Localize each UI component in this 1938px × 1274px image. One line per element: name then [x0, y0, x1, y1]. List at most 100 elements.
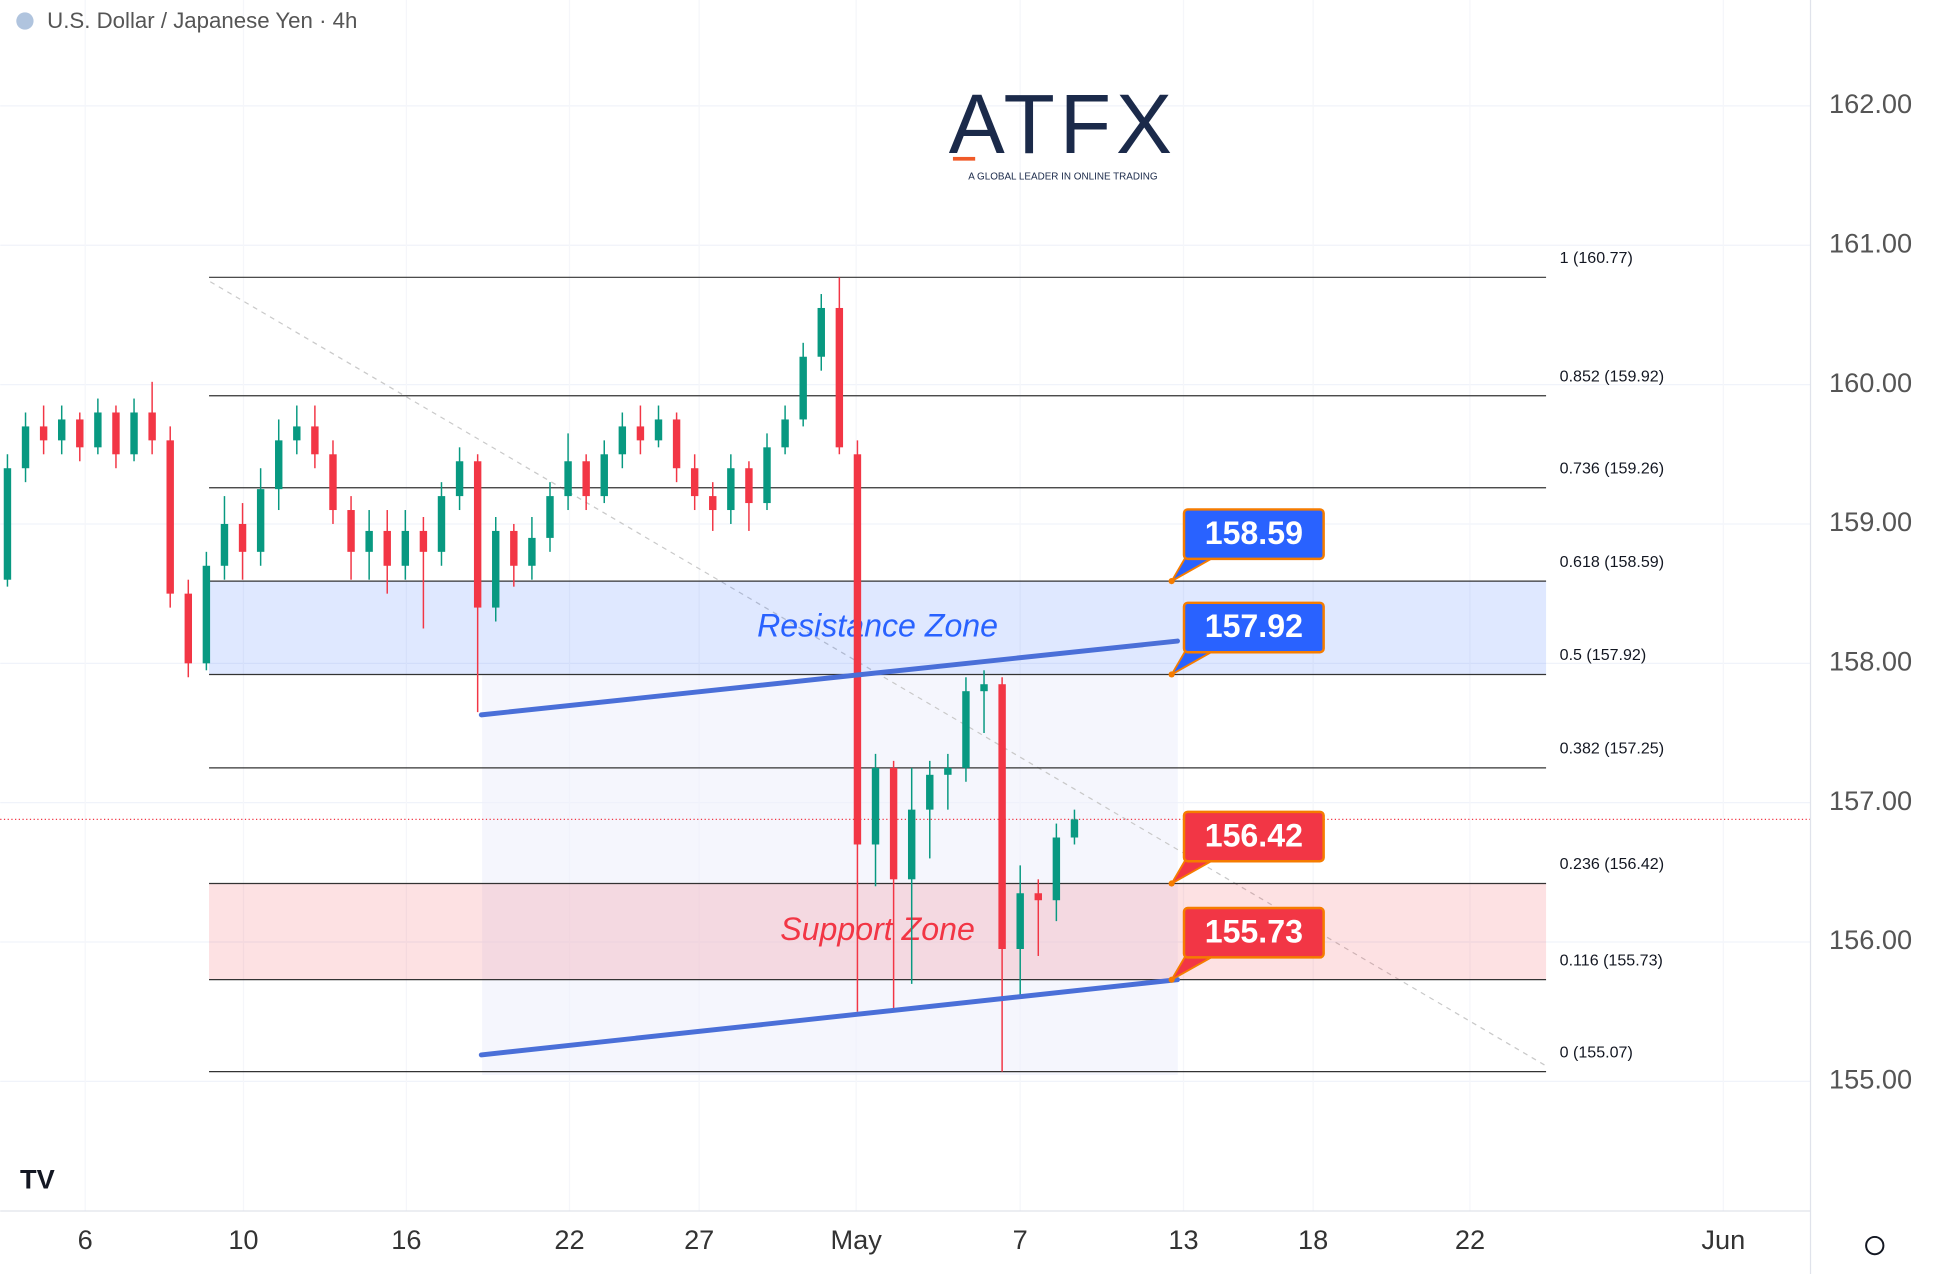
candle-body: [401, 530, 410, 566]
zone-label: Resistance Zone: [757, 607, 998, 643]
candle-body: [329, 454, 337, 511]
candle-body: [907, 809, 916, 880]
candle-body: [672, 419, 681, 469]
candle-body: [727, 468, 735, 511]
candle-body: [275, 440, 283, 490]
x-tick-label: 18: [1298, 1224, 1328, 1255]
candle-body: [184, 593, 193, 664]
candle-body: [709, 496, 717, 511]
trendline: [478, 638, 1181, 718]
callout-anchor: [1168, 880, 1175, 887]
callout-box: [1182, 810, 1325, 863]
candle-body: [94, 412, 102, 448]
candle-body: [166, 440, 174, 594]
fib-label: 1 (160.77): [1560, 249, 1633, 267]
candle-body: [220, 523, 229, 566]
trendline: [478, 977, 1181, 1058]
candle-body: [130, 412, 138, 455]
callout-label: 158.59: [1205, 515, 1303, 551]
callout-anchor: [1168, 671, 1175, 678]
y-tick-label: 157.00: [1829, 785, 1912, 816]
y-tick-label: 156.00: [1829, 924, 1912, 955]
candle-body: [690, 468, 699, 497]
settings-icon[interactable]: [1865, 1235, 1885, 1256]
callout-label: 155.73: [1205, 913, 1303, 949]
fib-label: 0.736 (159.26): [1560, 459, 1664, 477]
candle-body: [419, 530, 428, 552]
candle-body: [618, 426, 627, 455]
candle-body: [636, 426, 645, 441]
drawing-layer: Resistance Zone Support Zone 1 (160.77) 0.8…: [0, 249, 1811, 1073]
x-tick-label: 7: [1013, 1224, 1028, 1255]
candle-body: [383, 530, 391, 566]
candle-body: [546, 496, 554, 538]
candle-body: [437, 496, 446, 552]
zone-label: Support Zone: [780, 911, 975, 947]
candle-body: [365, 530, 373, 552]
y-tick-label: 159.00: [1829, 506, 1912, 537]
candle-body: [76, 419, 84, 448]
x-tick-label: Jun: [1701, 1224, 1745, 1255]
y-tick-label: 161.00: [1829, 227, 1912, 258]
x-tick-label: 16: [391, 1224, 421, 1255]
candle-body: [763, 447, 771, 504]
fib-label: 0.618 (158.59): [1560, 553, 1664, 571]
callout-anchor: [1168, 976, 1175, 983]
candle-body: [654, 419, 663, 441]
x-tick-label: 22: [554, 1224, 584, 1255]
candle-body: [962, 691, 970, 768]
callout-anchor: [1168, 578, 1175, 585]
candle-body: [311, 426, 319, 455]
callout-box: [1182, 508, 1325, 561]
x-tick-label: 6: [78, 1224, 93, 1255]
callout-label: 157.92: [1205, 608, 1303, 644]
fib-label: 0.236 (156.42): [1560, 855, 1664, 873]
logo-accent: [952, 156, 976, 161]
candle-body: [980, 684, 988, 692]
candle-body: [528, 537, 536, 566]
candle-body: [944, 767, 952, 775]
fib-label: 0.5 (157.92): [1560, 646, 1647, 664]
fib-label: 0.116 (155.73): [1560, 951, 1663, 969]
candle-body: [238, 523, 247, 552]
candle-body: [21, 426, 30, 469]
x-tick-label: 13: [1168, 1224, 1198, 1255]
candle-body: [510, 530, 518, 566]
fib-label: 0.852 (159.92): [1560, 367, 1664, 385]
fib-label: 0 (155.07): [1560, 1043, 1633, 1061]
candle-body: [564, 461, 572, 497]
callout-label: 156.42: [1205, 817, 1303, 853]
candle-body: [600, 454, 608, 497]
chart-title: U.S. Dollar / Japanese Yen · 4h: [47, 8, 357, 33]
candle-body: [39, 426, 48, 441]
candle-body: [926, 774, 934, 810]
candle-body: [202, 565, 211, 664]
candle-body: [112, 412, 120, 455]
callout-box: [1182, 906, 1325, 959]
candle-body: [871, 767, 880, 845]
candle-body: [473, 461, 482, 608]
candle-body: [492, 530, 500, 608]
y-tick-label: 155.00: [1829, 1064, 1912, 1095]
y-tick-label: 158.00: [1829, 646, 1912, 677]
candle-body: [817, 307, 825, 357]
y-tick-label: 160.00: [1829, 367, 1912, 398]
candle-body: [293, 426, 301, 441]
x-tick-label: 10: [228, 1224, 258, 1255]
x-tick-label: 27: [684, 1224, 714, 1255]
callout-box: [1182, 601, 1325, 654]
candle-body: [3, 468, 12, 580]
candle-body: [455, 461, 464, 497]
candle-body: [582, 461, 590, 497]
candle-body: [256, 489, 265, 552]
candle-body: [745, 468, 753, 504]
candle-body: [799, 356, 807, 420]
candle-body: [1016, 893, 1024, 949]
x-tick-label: 22: [1455, 1224, 1485, 1255]
candle-body: [1034, 893, 1042, 901]
candle-body: [781, 419, 789, 448]
candle-body: [347, 510, 355, 552]
candle-body: [148, 412, 156, 441]
candle-body: [889, 767, 898, 880]
